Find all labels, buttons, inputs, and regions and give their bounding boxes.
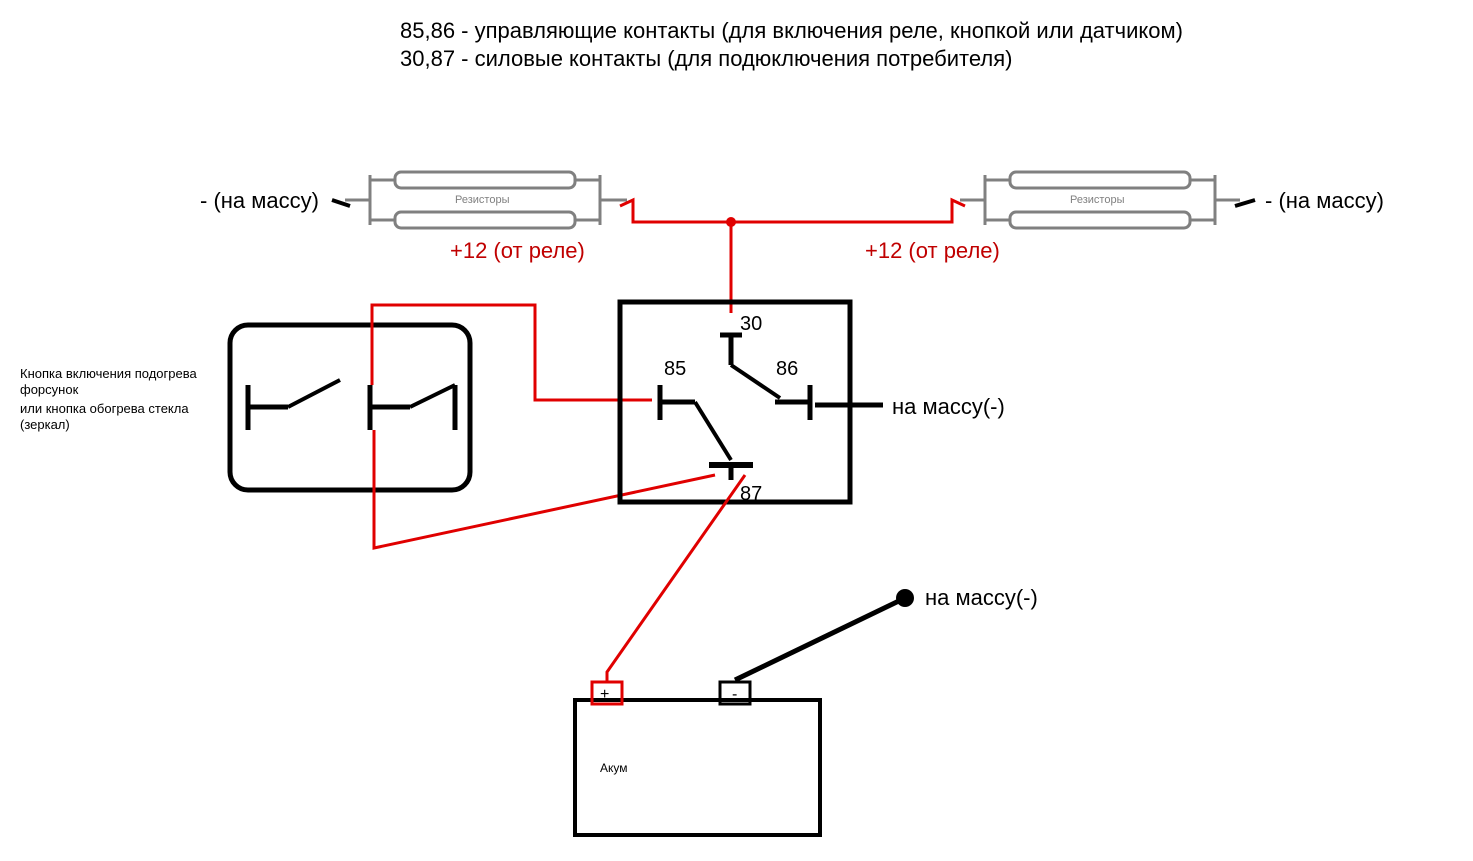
button-desc-2: форсунок xyxy=(20,382,79,397)
resistor-left-label: Резисторы xyxy=(455,194,510,206)
header-line2: 30,87 - силовые контакты (для подюключен… xyxy=(400,46,1012,71)
wiring-diagram: 85,86 - управляющие контакты (для включе… xyxy=(0,0,1473,861)
resistor-right-label: Резисторы xyxy=(1070,194,1125,206)
battery-minus: - xyxy=(732,686,737,703)
header-line1: 85,86 - управляющие контакты (для включе… xyxy=(400,18,1183,43)
relay-box xyxy=(620,302,850,502)
pin-85-label: 85 xyxy=(664,358,686,380)
wire-batt-ground xyxy=(735,598,905,680)
button-desc-4: (зеркал) xyxy=(20,417,70,432)
pin-86-label: 86 xyxy=(776,358,798,380)
ground-batt-label: на массу(-) xyxy=(925,585,1038,610)
ground-left-label: - (на массу) xyxy=(200,188,319,213)
battery-label: Акум xyxy=(600,761,628,775)
wire-button-to-85 xyxy=(372,305,652,400)
pin-30-label: 30 xyxy=(740,313,762,335)
pin-87-label: 87 xyxy=(740,483,762,505)
wire-batt-to-87 xyxy=(607,475,745,682)
button-box xyxy=(230,325,470,490)
resistor-left: Резисторы xyxy=(345,172,627,228)
ground-dot xyxy=(896,589,914,607)
resistor-right: Резисторы xyxy=(960,172,1240,228)
button-desc-3: или кнопка обогрева стекла xyxy=(20,401,189,416)
plus12-left-label: +12 (от реле) xyxy=(450,238,585,263)
ground-86-label: на массу(-) xyxy=(892,394,1005,419)
ground-right-label: - (на массу) xyxy=(1265,188,1384,213)
battery: + - Акум xyxy=(575,682,820,835)
plus12-right-label: +12 (от реле) xyxy=(865,238,1000,263)
button-desc-1: Кнопка включения подогрева xyxy=(20,366,197,381)
battery-plus: + xyxy=(600,686,609,703)
